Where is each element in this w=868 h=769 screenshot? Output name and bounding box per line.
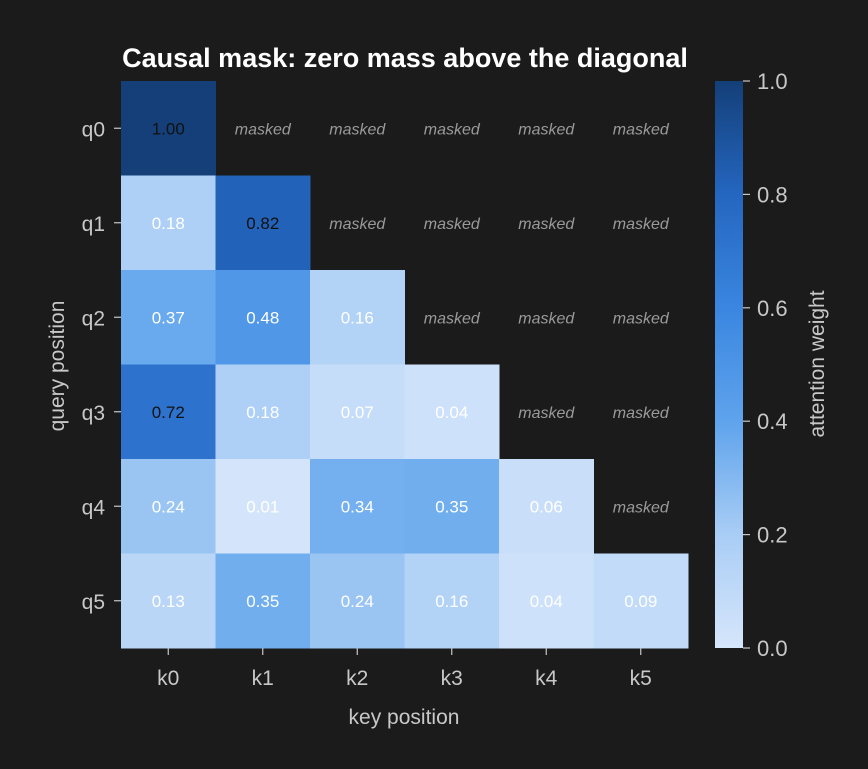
masked-cell-label: masked — [518, 121, 575, 138]
cell-value-label: 0.09 — [624, 592, 657, 611]
heatmap-cell-q3-k0 — [121, 364, 216, 460]
masked-cell-label: masked — [235, 121, 292, 138]
cell-value-label: 0.24 — [341, 592, 374, 611]
masked-cell-label: masked — [329, 121, 386, 138]
x-tick-label: k2 — [346, 667, 368, 690]
y-tick-label: q0 — [82, 118, 105, 141]
colorbar-tick-label: 0.6 — [757, 296, 788, 321]
cell-value-label: 0.01 — [246, 497, 279, 516]
cell-value-label: 0.16 — [341, 308, 374, 327]
heatmap-cell-q5-k3 — [404, 553, 500, 649]
masked-cell-label: masked — [613, 499, 670, 516]
heatmap-cells: 1.00 masked masked masked masked masked 0.18 0.… — [121, 81, 689, 649]
colorbar-tick-label: 0.8 — [757, 182, 788, 207]
y-tick-label: q2 — [82, 307, 105, 330]
y-tick-label: q3 — [82, 402, 105, 425]
heatmap-cell-q4-k2 — [310, 459, 405, 554]
y-axis-label: query position — [46, 301, 69, 432]
masked-cell-label: masked — [613, 216, 670, 233]
masked-cell-label: masked — [518, 310, 575, 327]
masked-cell-label: masked — [424, 216, 481, 233]
y-tick-label: q4 — [82, 496, 106, 519]
cell-value-label: 0.06 — [530, 497, 563, 516]
x-axis-ticks: k0 k1 k2 k3 k4 k5 — [157, 648, 652, 690]
x-tick-label: k3 — [441, 667, 463, 690]
cell-value-label: 0.24 — [152, 497, 185, 516]
heatmap-cell-q5-k5 — [593, 553, 689, 649]
heatmap-cell-q5-k2 — [310, 553, 405, 649]
heatmap-cell-q4-k3 — [404, 459, 500, 554]
y-tick-label: q5 — [82, 591, 105, 614]
x-tick-label: k0 — [157, 667, 179, 690]
colorbar — [715, 81, 743, 648]
cell-value-label: 0.18 — [246, 403, 279, 422]
heatmap-cell-q5-k0 — [121, 553, 216, 649]
cell-value-label: 0.34 — [341, 497, 374, 516]
masked-cell-label: masked — [518, 405, 575, 422]
cell-value-label: 0.82 — [246, 214, 279, 233]
cell-value-label: 0.04 — [435, 403, 468, 422]
x-axis-label: key position — [349, 706, 460, 729]
masked-cell-label: masked — [329, 216, 386, 233]
colorbar-tick-label: 0.2 — [757, 523, 788, 548]
cell-value-label: 1.00 — [152, 119, 185, 138]
masked-cell-label: masked — [424, 121, 481, 138]
y-axis-ticks: q0 q1 q2 q3 q4 q5 — [82, 118, 121, 614]
colorbar-tick-label: 1.0 — [757, 69, 788, 94]
colorbar-ticks: 0.0 0.2 0.4 0.6 0.8 1.0 — [743, 69, 788, 661]
heatmap-cell-q2-k0 — [121, 270, 216, 365]
cell-value-label: 0.07 — [341, 403, 374, 422]
heatmap-cell-q2-k2 — [310, 270, 405, 365]
heatmap-cell-q2-k1 — [215, 270, 311, 365]
heatmap-cell-q3-k3 — [404, 364, 500, 460]
masked-cell-label: masked — [613, 121, 670, 138]
colorbar-tick-label: 0.0 — [757, 636, 788, 661]
heatmap-cell-q4-k1 — [215, 459, 311, 554]
cell-value-label: 0.16 — [435, 592, 468, 611]
cell-value-label: 0.48 — [246, 308, 279, 327]
x-tick-label: k4 — [535, 667, 558, 690]
cell-value-label: 0.72 — [152, 403, 185, 422]
masked-cell-label: masked — [613, 310, 670, 327]
heatmap-cell-q4-k4 — [499, 459, 594, 554]
cell-value-label: 0.37 — [152, 308, 185, 327]
heatmap-cell-q4-k0 — [121, 459, 216, 554]
heatmap-cell-q1-k1 — [215, 175, 311, 271]
masked-cell-label: masked — [518, 216, 575, 233]
cell-value-label: 0.18 — [152, 214, 185, 233]
x-tick-label: k5 — [630, 667, 652, 690]
cell-value-label: 0.35 — [435, 497, 468, 516]
chart-title: Causal mask: zero mass above the diagona… — [122, 43, 688, 73]
masked-cell-label: masked — [424, 310, 481, 327]
x-tick-label: k1 — [252, 667, 274, 690]
heatmap-cell-q3-k2 — [310, 364, 405, 460]
colorbar-tick-label: 0.4 — [757, 409, 788, 434]
cell-value-label: 0.13 — [152, 592, 185, 611]
cell-value-label: 0.04 — [530, 592, 563, 611]
cell-value-label: 0.35 — [246, 592, 279, 611]
heatmap-cell-q5-k1 — [215, 553, 311, 649]
heatmap-cell-q0-k0 — [121, 81, 216, 176]
colorbar-label: attention weight — [806, 290, 829, 437]
heatmap-cell-q5-k4 — [499, 553, 594, 649]
masked-cell-label: masked — [613, 405, 670, 422]
heatmap-cell-q3-k1 — [215, 364, 311, 460]
heatmap-cell-q1-k0 — [121, 175, 216, 271]
y-tick-label: q1 — [82, 213, 105, 236]
